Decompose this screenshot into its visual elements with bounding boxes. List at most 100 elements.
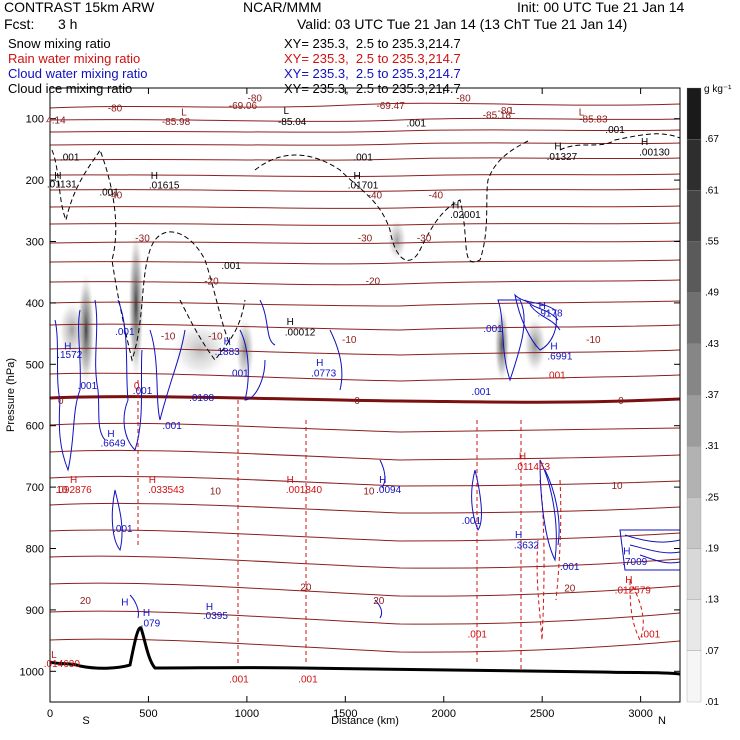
colorbar-label: .31 (705, 441, 719, 452)
y-tick-label: 700 (26, 482, 44, 494)
contour-label: .001 (133, 386, 153, 397)
contour-label: .1572 (57, 350, 82, 361)
colorbar-swatch (686, 446, 702, 498)
contour-label: 20 (300, 582, 312, 593)
contour-label: 10 (56, 485, 68, 496)
contour-label: 10 (210, 486, 222, 497)
y-tick-label: 400 (26, 298, 44, 310)
contour-label: .6649 (100, 439, 125, 450)
x-tick-label: 500 (139, 708, 157, 720)
contour-label: .001 (229, 674, 249, 685)
contour-label: .092876 (56, 485, 93, 496)
y-axis-title: Pressure (hPa) (5, 358, 17, 432)
contour-label: 20 (564, 583, 576, 594)
contour-label: L (181, 108, 187, 119)
contour-label: L (51, 650, 57, 661)
contour-label: -40 (108, 191, 123, 202)
contour-label: H (625, 575, 632, 586)
contour-label: -20 (366, 276, 381, 287)
contour-label: 0 (618, 396, 624, 407)
contour-label: -40 (368, 191, 383, 202)
contour-label: .001 (229, 369, 249, 380)
contour-label: H (287, 317, 294, 328)
forecast-value: 3 h (58, 16, 78, 32)
colorbar-swatch (686, 548, 702, 600)
colorbar-label: .37 (705, 390, 719, 401)
contour-label: .001 (99, 187, 119, 198)
contour-label: H (554, 141, 561, 152)
contour-label: H (70, 475, 77, 486)
contour-label: .0108 (189, 393, 214, 404)
plot-frame (49, 87, 681, 703)
axis-ticks: 0 500 1000 1500 2000 2500 30001002003004005006… (20, 88, 680, 720)
x-tick-label: 1000 (235, 708, 259, 720)
field-snow-xy: XY= 235.3, 2.5 to 235.3,214.7 (284, 36, 461, 51)
contour-label: .001 (641, 630, 661, 641)
contour-label: H (64, 342, 71, 353)
contour-label: .001 (78, 381, 98, 392)
contour-label: H (54, 171, 61, 182)
contour-label: -80 (108, 103, 123, 114)
colorbar-swatch (686, 87, 702, 140)
colorbar-label: .25 (705, 492, 719, 503)
contour-label: .001 (560, 562, 580, 573)
contour-label: -85.98 (162, 117, 191, 128)
contour-label: -30 (417, 234, 432, 245)
colorbar-swatch (686, 599, 702, 651)
contour-label: H (515, 530, 522, 541)
contour-label: -85.83 (579, 114, 608, 125)
y-tick-label: 300 (26, 237, 44, 249)
colorbar-swatch (686, 292, 702, 344)
contour-label: H (149, 475, 156, 486)
contour-label: .001 (471, 387, 491, 398)
contour-label: -10 (161, 332, 176, 343)
rain-contours (137, 380, 644, 670)
colorbar-swatch (686, 650, 702, 703)
y-tick-label: 900 (26, 605, 44, 617)
contour-label: H (121, 598, 128, 609)
x-axis-title: Distance (km) (331, 715, 399, 727)
colorbar-label: .55 (705, 237, 719, 248)
x-tick-label: 1500 (333, 708, 357, 720)
contour-label: 0 (134, 381, 140, 392)
contour-label: H (641, 137, 648, 148)
contour-label: .0395 (203, 611, 228, 622)
contour-label: L (510, 106, 516, 117)
y-tick-label: 500 (26, 359, 44, 371)
colorbar-swatch (686, 190, 702, 242)
field-cloudwater-xy: XY= 235.3, 2.5 to 235.3,214.7 (284, 66, 461, 81)
cloud-water-contours (54, 293, 680, 619)
contour-label: .1883 (215, 347, 240, 358)
contour-label: .001 (162, 421, 182, 432)
contour-label: .01701 (348, 181, 379, 192)
x-tick-label: 3000 (628, 708, 652, 720)
contour-label: -80 (456, 94, 471, 105)
contour-label: -10 (586, 335, 601, 346)
snow-contours (51, 133, 680, 362)
colorbar: .67 .61 .55 .49 .43 .37 .31 .25 .19 .13 .07 .01 (686, 87, 719, 708)
colorbar-swatch (686, 497, 702, 549)
annotations: -69.06 -69.47-80 -80-80 -80L-85.98L-85.04L-… (44, 94, 670, 686)
field-rain-xy: XY= 235.3, 2.5 to 235.3,214.7 (284, 51, 461, 66)
colorbar-label: .67 (705, 134, 719, 145)
contour-label: H (354, 171, 361, 182)
contour-label: .001 (462, 516, 482, 527)
contour-label: .0773 (311, 369, 336, 380)
forecast-label: Fcst: (4, 16, 35, 32)
contour-label: .0094 (376, 485, 401, 496)
contour-label: -20 (204, 276, 219, 287)
contour-label: H (623, 547, 630, 558)
contour-label: .079 (141, 618, 161, 629)
contour-label: L (283, 106, 289, 117)
contour-label: .00012 (285, 327, 316, 338)
contour-label: .01327 (547, 152, 578, 163)
contour-label: .001 (467, 630, 487, 641)
contour-label: .00130 (639, 148, 670, 159)
contour-label: 4.14 (46, 116, 66, 127)
contour-label: .012579 (615, 585, 652, 596)
y-tick-label: 100 (26, 114, 44, 126)
contour-label: .001 (406, 119, 426, 130)
y-tick-label: 800 (26, 544, 44, 556)
contour-label: .01615 (149, 181, 180, 192)
contour-label: 0 (58, 396, 64, 407)
